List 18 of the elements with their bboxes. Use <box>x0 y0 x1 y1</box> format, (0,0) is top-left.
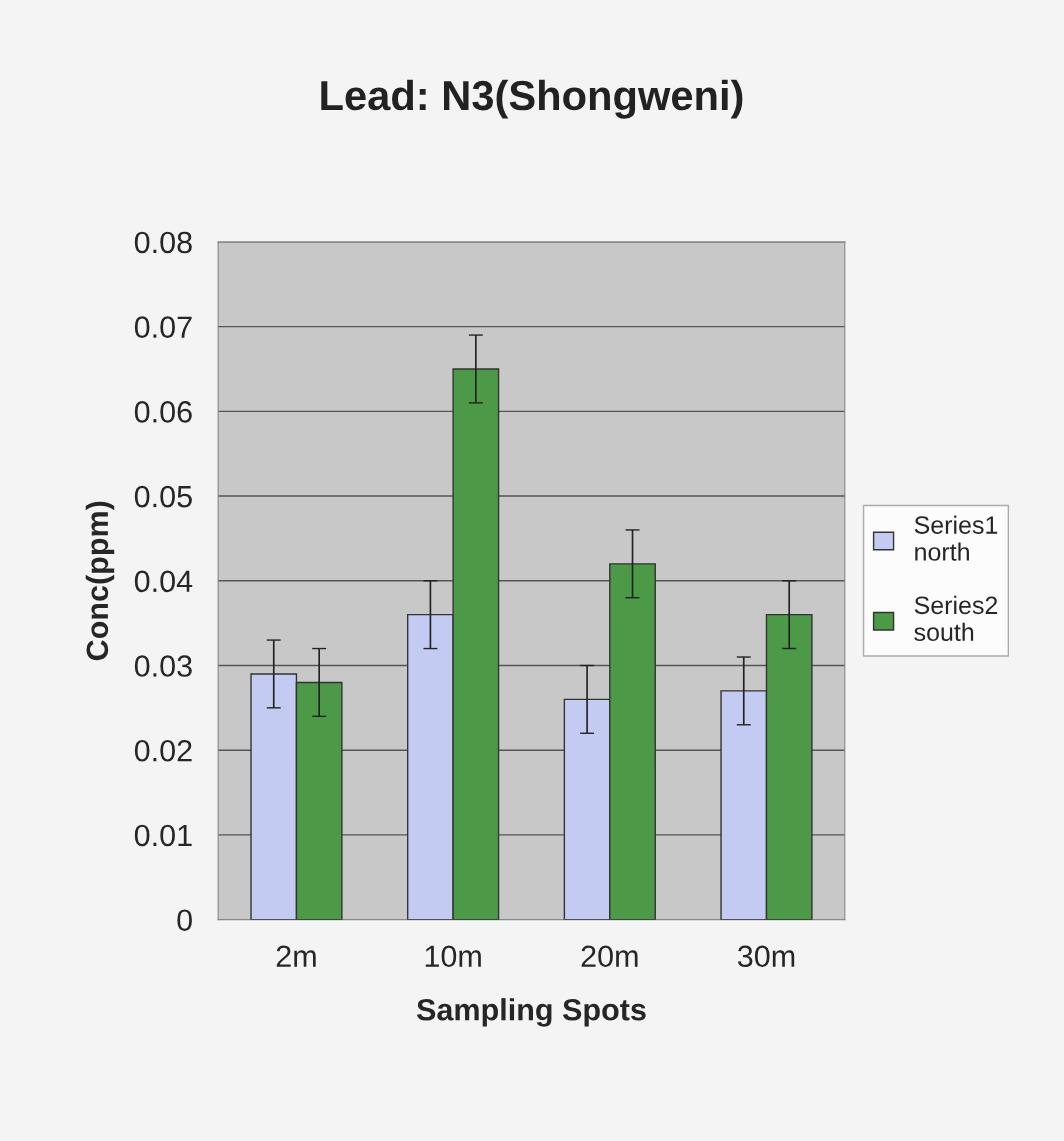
y-axis-title: Conc(ppm) <box>85 501 115 661</box>
x-tick-label: 20m <box>581 945 638 968</box>
y-tick-label: 0.08 <box>134 231 192 254</box>
x-tick-label: 10m <box>425 945 481 968</box>
x-axis-title: Sampling Spots <box>416 998 646 1027</box>
y-tick-label: 0 <box>177 909 192 932</box>
y-tick-label: 0.02 <box>134 739 192 762</box>
y-tick-label: 0.03 <box>134 655 192 677</box>
y-tick-label: 0.06 <box>134 401 192 423</box>
legend-label: Series2 south <box>914 595 998 642</box>
y-tick-label: 0.05 <box>134 485 192 508</box>
x-tick-label: 2m <box>276 945 316 967</box>
chart-title: Lead: N3(Shongweni) <box>321 79 743 119</box>
y-tick-label: 0.07 <box>134 316 192 338</box>
x-tick-label: 30m <box>737 945 795 968</box>
y-tick-label: 0.01 <box>134 824 192 847</box>
legend-label: Series1 north <box>914 515 998 561</box>
y-tick-label: 0.04 <box>134 570 193 593</box>
